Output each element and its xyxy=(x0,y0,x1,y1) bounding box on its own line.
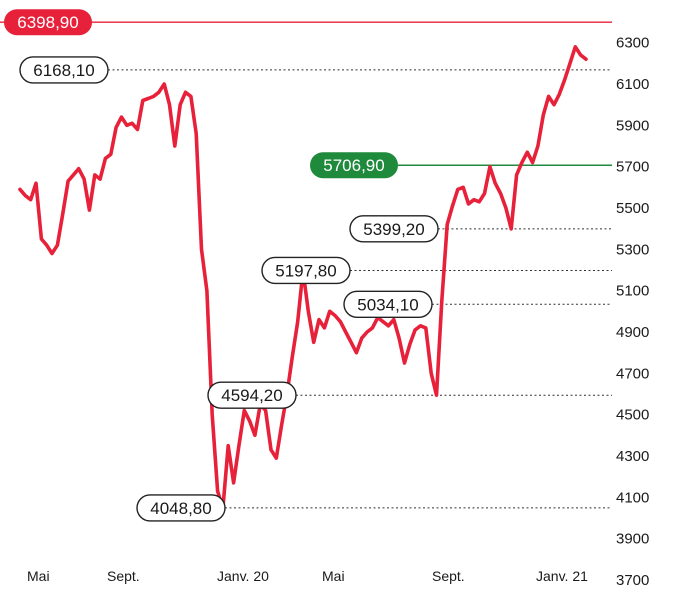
y-tick-label: 3900 xyxy=(616,531,649,548)
x-tick-label: Janv. 20 xyxy=(217,568,269,584)
y-tick-label: 4700 xyxy=(616,365,649,382)
label-pill xyxy=(19,56,109,84)
x-tick-label: Sept. xyxy=(107,568,140,584)
y-axis: 3700 3900 4100 4300 4500 4700 4900 5100 5300 5500… xyxy=(616,35,649,589)
x-axis: Mai Sept. Janv. 20 Mai Sept. Janv. 21 xyxy=(27,568,588,584)
x-tick-label: Mai xyxy=(322,568,345,584)
label-pill xyxy=(343,290,433,318)
reference-label: 4048,80 xyxy=(136,494,226,522)
label-pill xyxy=(207,381,297,409)
x-tick-label: Janv. 21 xyxy=(536,568,588,584)
reference-label: 6398,90 xyxy=(4,9,92,36)
reference-value: 4594,20 xyxy=(221,386,282,405)
reference-value: 6398,90 xyxy=(17,13,78,32)
reference-lines xyxy=(0,21,612,509)
reference-value: 5034,10 xyxy=(357,295,418,314)
label-pill xyxy=(4,9,92,36)
reference-label: 5197,80 xyxy=(261,256,351,285)
label-pill xyxy=(136,494,226,522)
y-tick-label: 4900 xyxy=(616,324,649,341)
y-tick-label: 4300 xyxy=(616,448,649,465)
y-tick-label: 4500 xyxy=(616,407,649,424)
y-tick-label: 5300 xyxy=(616,241,649,258)
reference-labels: 6398,90 6168,10 5706,90 5399,20 5197,80 5034,… xyxy=(4,9,439,522)
reference-value: 4048,80 xyxy=(150,499,211,518)
y-tick-label: 6100 xyxy=(616,76,649,93)
y-tick-label: 5900 xyxy=(616,117,649,134)
x-tick-label: Sept. xyxy=(432,568,465,584)
reference-value: 5197,80 xyxy=(275,261,336,280)
y-tick-label: 5700 xyxy=(616,159,649,176)
label-pill xyxy=(310,152,398,179)
reference-label: 5706,90 xyxy=(310,152,398,179)
y-tick-label: 5500 xyxy=(616,200,649,217)
y-tick-label: 5100 xyxy=(616,283,649,300)
reference-value: 6168,10 xyxy=(33,61,94,80)
reference-value: 5399,20 xyxy=(363,220,424,239)
reference-label: 5399,20 xyxy=(349,215,439,243)
reference-value: 5706,90 xyxy=(323,156,384,175)
y-tick-label: 3700 xyxy=(616,572,649,589)
y-tick-label: 6300 xyxy=(616,35,649,52)
label-pill xyxy=(261,256,351,285)
x-tick-label: Mai xyxy=(27,568,50,584)
y-tick-label: 4100 xyxy=(616,489,649,506)
reference-label: 6168,10 xyxy=(19,56,109,84)
reference-label: 4594,20 xyxy=(207,381,297,409)
label-pill xyxy=(349,215,439,243)
reference-label: 5034,10 xyxy=(343,290,433,318)
